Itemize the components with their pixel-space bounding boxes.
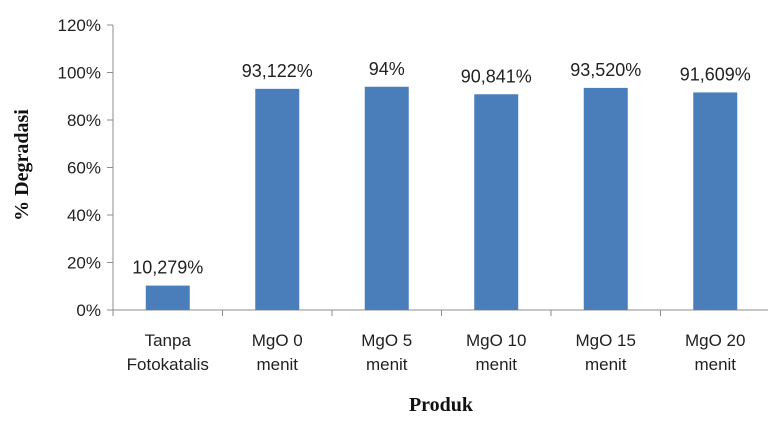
- x-tick-label-line: Fotokatalis: [127, 355, 209, 374]
- data-label: 90,841%: [461, 66, 532, 86]
- y-tick-label: 20%: [67, 254, 101, 273]
- y-tick-label: 80%: [67, 111, 101, 130]
- x-tick-label-line: MgO 20: [685, 331, 745, 350]
- bar: [364, 86, 409, 310]
- x-tick-label: MgO 5 menit: [361, 331, 412, 374]
- y-tick-label: 100%: [58, 64, 101, 83]
- y-tick-label: 40%: [67, 206, 101, 225]
- x-tick-label: MgO 15 menit: [576, 331, 636, 374]
- data-label: 93,520%: [570, 60, 641, 80]
- x-tick-label-line: MgO 15: [576, 331, 636, 350]
- x-axis-title: Produk: [409, 394, 474, 416]
- bar: [693, 92, 738, 311]
- x-tick-label-line: Tanpa: [145, 331, 192, 350]
- x-tick-label-line: menit: [585, 355, 627, 374]
- data-label: 10,279%: [132, 258, 203, 278]
- x-tick-label-line: menit: [475, 355, 517, 374]
- x-tick-label-line: MgO 0: [252, 331, 303, 350]
- data-label: 91,609%: [680, 64, 751, 84]
- y-tick-label: 60%: [67, 159, 101, 178]
- bar: [255, 88, 300, 310]
- data-label: 94%: [369, 59, 405, 79]
- x-tick-label-line: MgO 10: [466, 331, 526, 350]
- bar: [145, 285, 190, 310]
- y-tick-label: 120%: [58, 16, 101, 35]
- x-tick-label: MgO 0 menit: [252, 331, 303, 374]
- x-tick-label: MgO 20 menit: [685, 331, 745, 374]
- x-tick-label: Tanpa Fotokatalis: [127, 331, 209, 374]
- x-tick-label-line: menit: [366, 355, 408, 374]
- data-label: 93,122%: [242, 61, 313, 81]
- y-tick-label: 0%: [76, 301, 101, 320]
- x-tick-label-line: menit: [256, 355, 298, 374]
- y-axis-title: % Degradasi: [11, 109, 33, 221]
- x-tick-label-line: menit: [694, 355, 736, 374]
- bar: [583, 87, 628, 310]
- bar: [474, 94, 519, 310]
- x-tick-label-line: MgO 5: [361, 331, 412, 350]
- x-tick-label: MgO 10 menit: [466, 331, 526, 374]
